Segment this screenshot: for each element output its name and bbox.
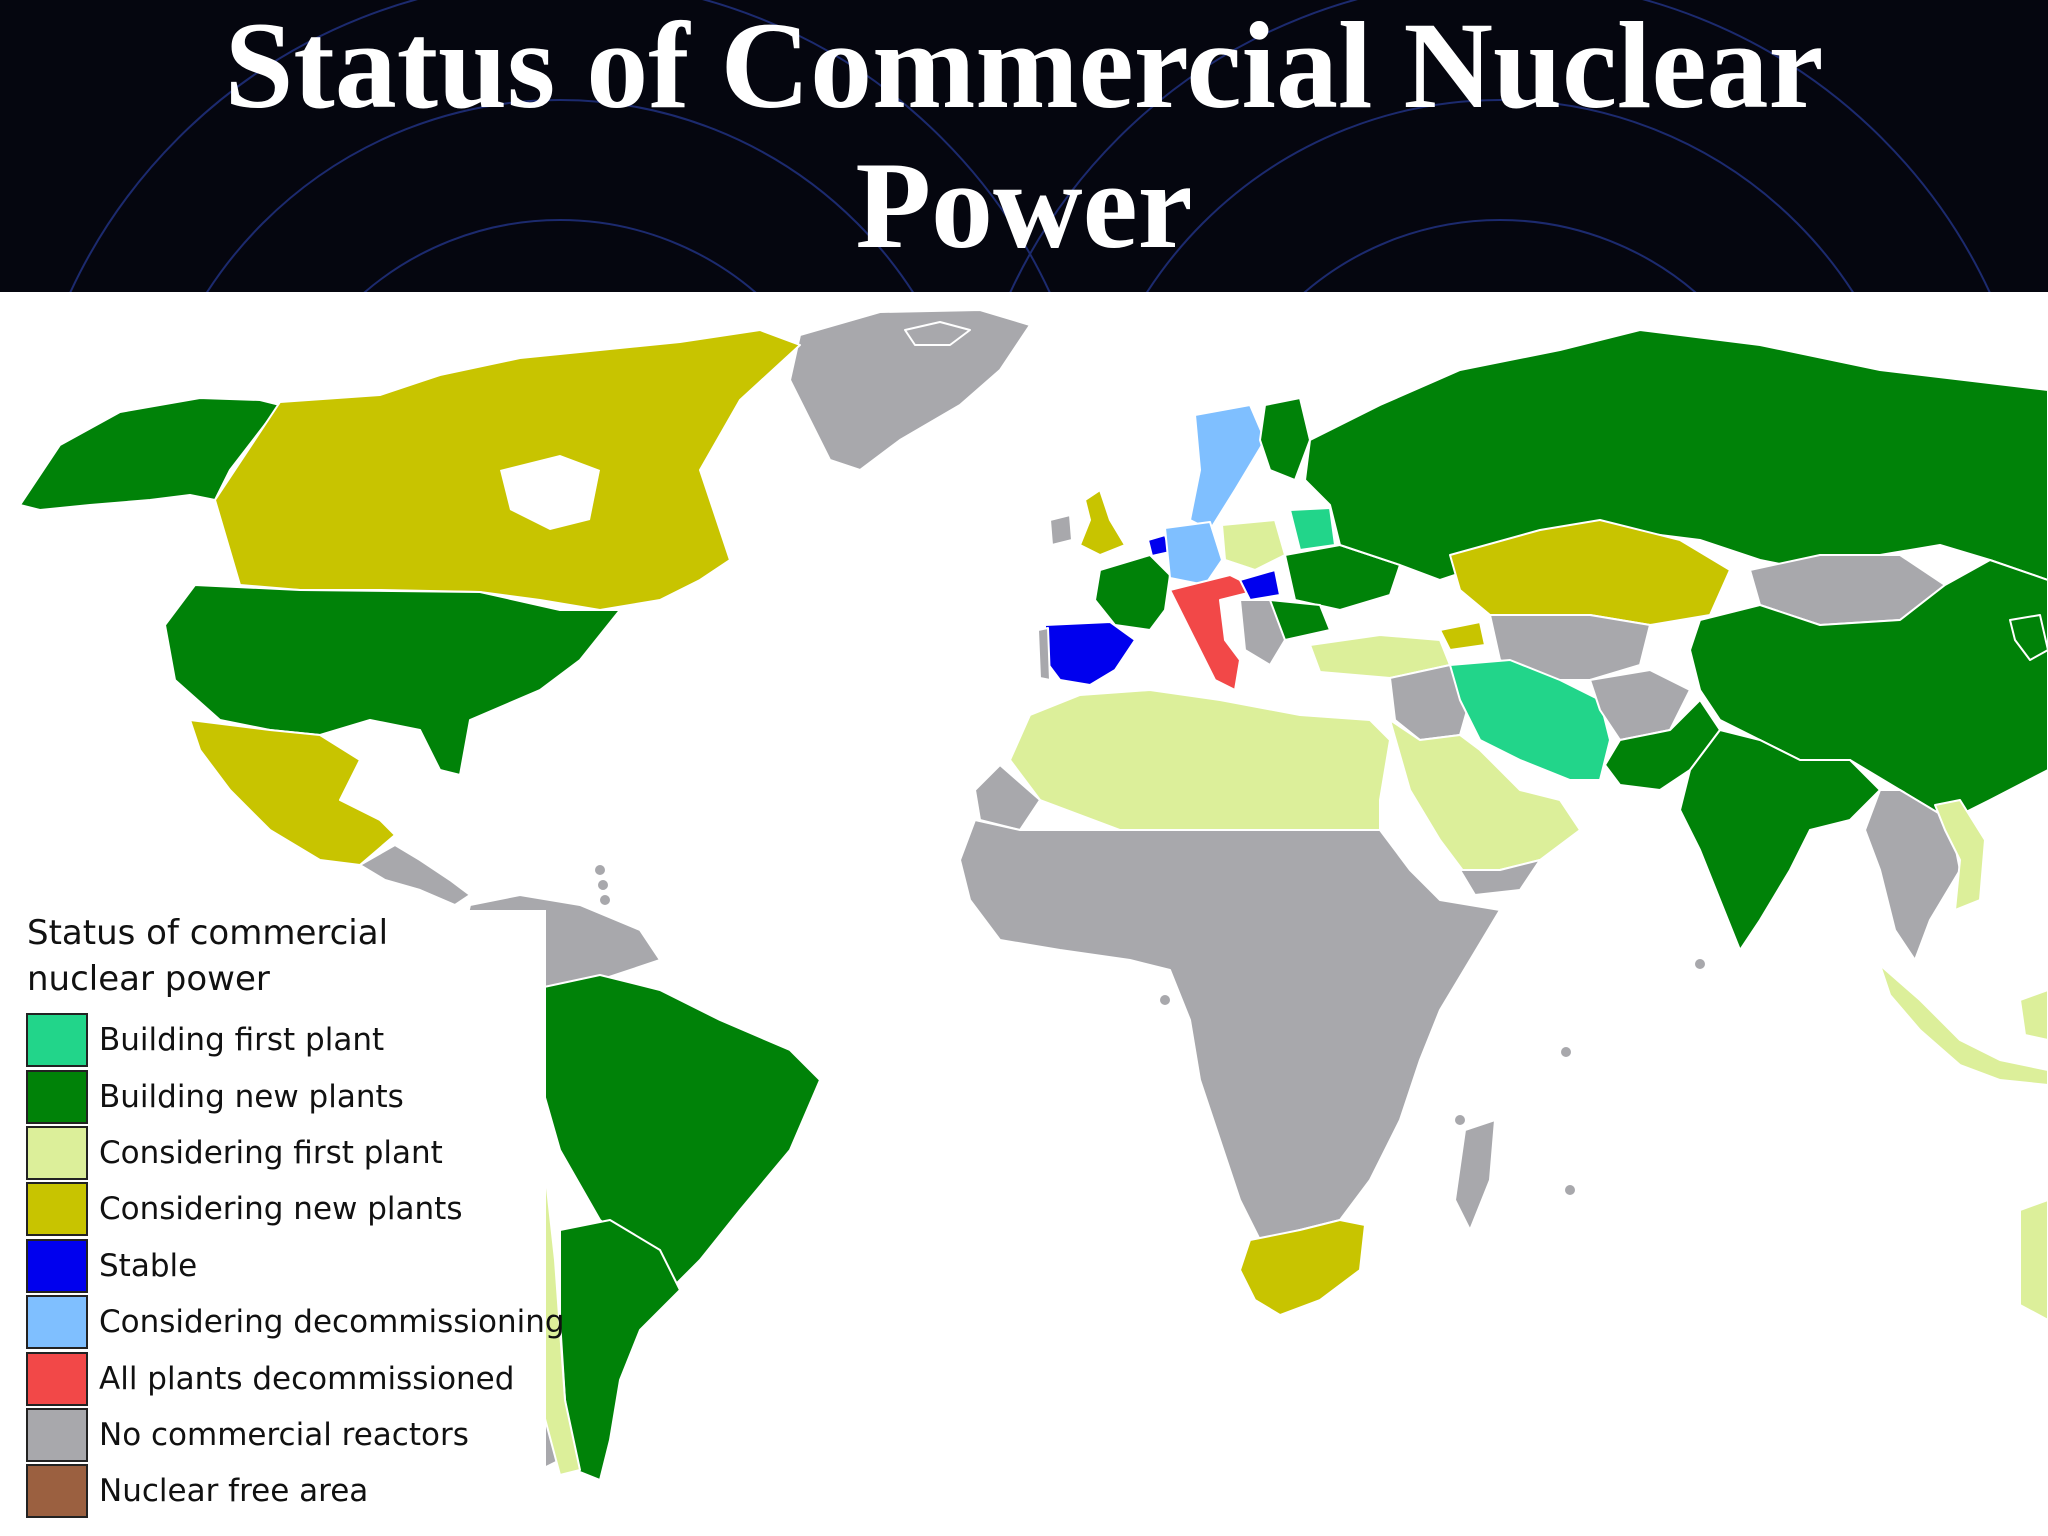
island-dot [1561, 1047, 1571, 1057]
legend-item-considering-first-plant: Considering first plant [26, 1125, 546, 1181]
legend-label: Nuclear free area [99, 1473, 369, 1510]
region-hudson-bay [500, 455, 600, 530]
slide-title-line-1: Status of Commercial Nuclear [224, 0, 1824, 134]
region-south-africa [1239, 1219, 1366, 1316]
island-dot [600, 895, 610, 905]
region-alaska [19, 397, 281, 511]
region-hungary [1239, 569, 1281, 601]
region-north-africa [1009, 689, 1391, 831]
world-map [19, 309, 2048, 1481]
legend-label: Stable [99, 1247, 198, 1284]
legend-swatch [26, 1069, 88, 1124]
island-dot [598, 880, 608, 890]
region-china [1689, 559, 2048, 821]
region-iceland [904, 321, 971, 346]
region-sub-saharan-africa [959, 819, 1501, 1241]
island-dot [1565, 1185, 1575, 1195]
legend-item-considering-decommissioning: Considering decommissioning [26, 1294, 565, 1350]
region-australia [2019, 1199, 2048, 1321]
legend-item-building-new-plants: Building new plants [26, 1068, 546, 1124]
legend-swatch [26, 1238, 88, 1293]
region-uk [1079, 489, 1126, 556]
region-belarus [1289, 507, 1336, 551]
legend-swatch [26, 1182, 88, 1237]
legend-title-line-2: nuclear power [27, 959, 270, 999]
legend-label: Considering decommissioning [99, 1304, 565, 1341]
legend-swatch [26, 1351, 88, 1406]
region-argentina [559, 1219, 681, 1481]
region-greenland [789, 309, 1031, 471]
slide-title-line-2: Power [855, 137, 1193, 274]
region-southeast-asia [1864, 789, 1961, 961]
region-brazil [529, 974, 821, 1291]
legend-swatch [26, 1125, 88, 1180]
legend-label: No commercial reactors [99, 1416, 469, 1453]
legend-item-no-commercial-reactors: No commercial reactors [26, 1407, 546, 1463]
legend-label: Considering new plants [99, 1191, 463, 1228]
region-ireland [1049, 514, 1073, 546]
legend-item-stable: Stable [26, 1238, 546, 1294]
region-iran [1449, 659, 1611, 781]
island-dot [1455, 1115, 1465, 1125]
slide-title: Status of Commercial Nuclear Power [0, 0, 2048, 276]
region-portugal [1037, 627, 1051, 681]
legend-label: Building new plants [99, 1078, 404, 1115]
region-india [1679, 729, 1881, 951]
legend-label: All plants decommissioned [99, 1360, 515, 1397]
region-germany [1164, 521, 1223, 586]
region-mexico [189, 719, 396, 866]
legend-title: Status of commercial nuclear power [27, 910, 546, 1002]
region-usa [164, 584, 621, 776]
decorative-rings [69, 0, 1991, 292]
region-poland [1221, 519, 1286, 571]
region-madagascar [1454, 1119, 1496, 1231]
region-kazakhstan [1449, 519, 1731, 626]
legend-item-all-plants-decommissioned: All plants decommissioned [26, 1350, 546, 1406]
region-sweden [1189, 404, 1266, 531]
island-dot [595, 865, 605, 875]
legend-item-nuclear-free-area: Nuclear free area [26, 1463, 546, 1519]
region-central-america [359, 844, 471, 906]
legend-label: Building first plant [99, 1022, 385, 1059]
region-france [1094, 554, 1171, 631]
legend-label: Considering first plant [99, 1134, 443, 1171]
region-vietnam [1934, 799, 1986, 911]
map-legend: Status of commercial nuclear power Build… [26, 910, 565, 1525]
legend-swatch [26, 1464, 88, 1519]
region-balkans [1239, 599, 1286, 666]
legend-swatch [26, 1013, 88, 1068]
region-arabian-peninsula [1389, 719, 1581, 881]
legend-title-line-1: Status of commercial [27, 913, 389, 953]
region-spain [1044, 621, 1136, 686]
legend-item-considering-new-plants: Considering new plants [26, 1181, 546, 1237]
region-indonesia-east [2019, 989, 2048, 1041]
region-yemen [1459, 859, 1541, 896]
region-indonesia [1879, 964, 2048, 1086]
legend-swatch [26, 1407, 88, 1462]
region-finland [1259, 397, 1311, 481]
legend-item-building-first-plant: Building first plant [26, 1012, 546, 1068]
legend-swatch [26, 1295, 88, 1350]
island-dot [1160, 995, 1170, 1005]
region-korea [2009, 614, 2048, 661]
region-caucasus [1439, 621, 1486, 651]
island-dot [1695, 959, 1705, 969]
slide-header: Status of Commercial Nuclear Power [0, 0, 2048, 292]
